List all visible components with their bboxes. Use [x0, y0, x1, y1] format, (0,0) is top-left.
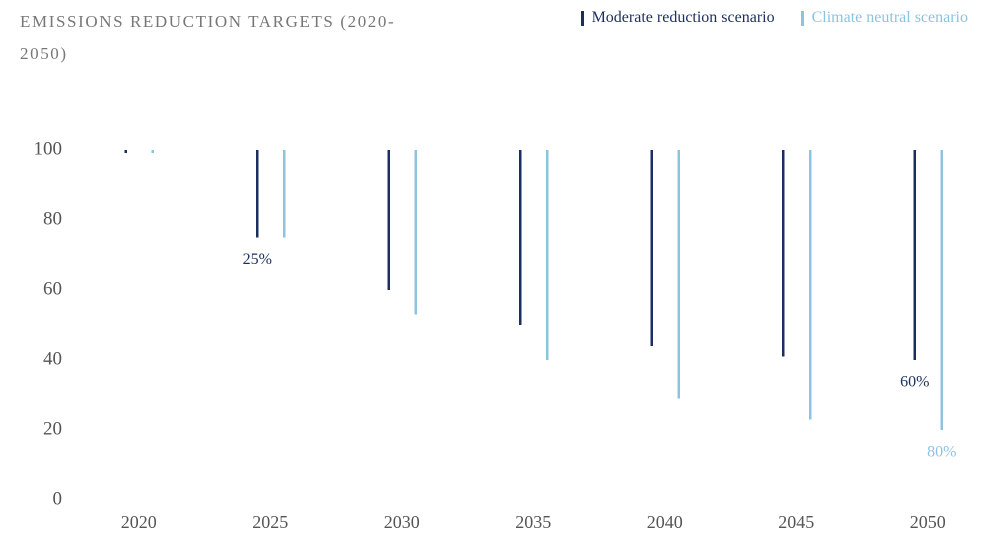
y-tick-label: 0: [53, 488, 63, 509]
legend-label: Climate neutral scenario: [811, 9, 968, 26]
legend-item: Moderate reduction scenario: [580, 9, 775, 27]
bar: [387, 150, 390, 290]
legend-label: Moderate reduction scenario: [591, 9, 775, 26]
legend: Moderate reduction scenario Climate neutr…: [580, 9, 968, 27]
x-tick-label: 2045: [778, 512, 814, 532]
legend-item: Climate neutral scenario: [800, 9, 968, 27]
bar: [283, 150, 286, 238]
bar: [677, 150, 680, 399]
bar: [256, 150, 259, 238]
x-tick-label: 2040: [647, 512, 683, 532]
y-tick-label: 40: [43, 348, 62, 369]
y-tick-label: 20: [43, 418, 62, 439]
y-tick-label: 80: [43, 208, 62, 229]
bar: [124, 150, 127, 153]
bar: [913, 150, 916, 360]
bar: [809, 150, 812, 420]
bar: [414, 150, 417, 315]
x-tick-label: 2020: [121, 512, 157, 532]
x-tick-label: 2035: [515, 512, 551, 532]
annotation: 25%: [243, 251, 272, 268]
y-tick-label: 100: [34, 138, 63, 159]
bar: [519, 150, 522, 325]
chart-title: EMISSIONS REDUCTION TARGETS (2020-2050): [20, 12, 396, 63]
x-tick-label: 2030: [384, 512, 420, 532]
annotation: 80%: [927, 444, 956, 461]
annotation: 60%: [900, 374, 929, 391]
bar: [546, 150, 549, 360]
y-tick-label: 60: [43, 278, 62, 299]
x-tick-label: 2050: [910, 512, 946, 532]
legend-swatch: [580, 10, 584, 26]
x-tick-label: 2025: [252, 512, 288, 532]
bar: [782, 150, 785, 357]
bar: [650, 150, 653, 346]
bar: [940, 150, 943, 430]
legend-swatch: [800, 10, 804, 26]
bar: [151, 150, 154, 153]
